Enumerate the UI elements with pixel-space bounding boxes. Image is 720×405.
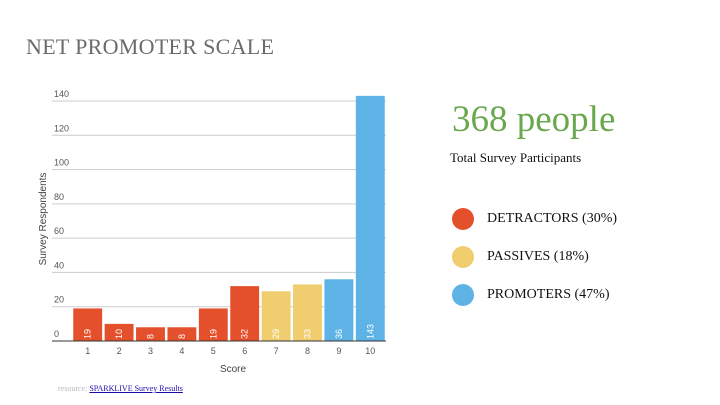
bar [198,308,228,341]
legend-label-passives: PASSIVES (18%) [487,249,589,264]
y-tick-label: 140 [54,89,69,99]
bar [73,308,103,341]
bar [230,286,260,341]
y-tick-label: 100 [54,158,69,168]
bar [136,327,165,341]
bar-value-label: 36 [334,329,344,339]
legend: DETRACTORS (30%) PASSIVES (18%) PROMOTER… [452,206,617,320]
legend-label-promoters: PROMOTERS (47%) [487,287,610,302]
x-tick-label: 10 [365,346,375,356]
x-axis-ticks: 1 2 3 4 5 6 7 8 9 10 [85,346,375,356]
y-tick-label: 60 [54,226,64,236]
x-tick-label: 1 [85,346,90,356]
detractors-dot-icon [452,208,474,230]
bar-value-label: 8 [177,334,187,339]
x-tick-label: 4 [179,346,184,356]
legend-item-promoters: PROMOTERS (47%) [452,282,617,308]
x-tick-label: 3 [148,346,153,356]
x-tick-label: 9 [336,346,341,356]
bar-value-label: 19 [208,329,218,339]
chart-gridlines [52,100,386,308]
x-tick-label: 2 [117,346,122,356]
x-tick-label: 7 [274,346,279,356]
x-tick-label: 6 [242,346,247,356]
bar [167,327,197,341]
source-note: resource: SPARKLIVE Survey Results [58,384,183,393]
y-tick-label: 120 [54,123,69,133]
x-axis-title: Score [220,364,247,375]
source-link[interactable]: SPARKLIVE Survey Results [89,384,183,393]
participants-count: 368 people [452,99,616,140]
passives-dot-icon [452,246,474,268]
y-tick-label: 20 [54,295,64,305]
y-tick-label: 40 [54,260,64,270]
y-axis-ticks: 0 20 40 60 80 100 120 140 [54,89,69,339]
y-axis-title: Survey Respondents [38,173,49,266]
chart-bars: 19 10 8 8 19 32 29 33 36 143 [73,95,385,341]
slide-title: NET PROMOTER SCALE [26,34,275,59]
bar-value-label: 29 [271,329,281,339]
bar-value-label: 143 [365,324,375,339]
participants-label: Total Survey Participants [450,150,582,165]
legend-label-detractors: DETRACTORS (30%) [487,211,618,226]
legend-item-passives: PASSIVES (18%) [452,244,617,270]
bar-value-label: 8 [146,334,156,339]
y-tick-label: 0 [54,329,59,339]
bar [104,323,134,341]
bar-value-label: 32 [240,329,250,339]
source-prefix: resource: [58,384,88,393]
bar [293,284,322,341]
bar-value-label: 19 [83,329,93,339]
bar [324,279,354,341]
bar-value-label: 33 [303,329,313,339]
bar [261,291,291,341]
y-tick-label: 80 [54,192,64,202]
x-tick-label: 8 [305,346,310,356]
bar [355,95,385,341]
promoters-dot-icon [452,284,474,306]
bar-value-label: 10 [114,329,124,339]
x-tick-label: 5 [211,346,216,356]
legend-item-detractors: DETRACTORS (30%) [452,206,617,232]
